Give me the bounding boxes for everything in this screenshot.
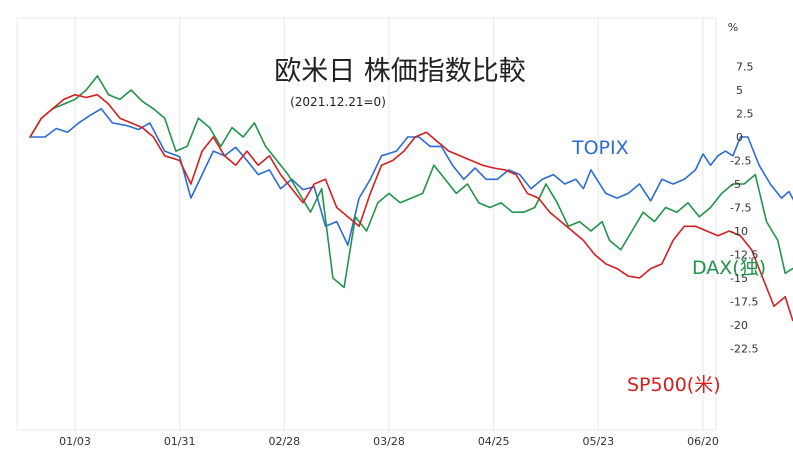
y-tick-label: -15 — [730, 272, 748, 285]
y-tick-label: 2.5 — [736, 108, 754, 121]
x-tick-label: 05/23 — [582, 435, 614, 448]
y-tick-label: -20 — [730, 319, 748, 332]
y-tick-label: -2.5 — [730, 155, 751, 168]
x-tick-label: 03/28 — [373, 435, 405, 448]
y-tick-label: -7.5 — [730, 202, 751, 215]
y-tick-label: 7.5 — [736, 61, 754, 74]
series-line-topix — [29, 108, 793, 246]
x-tick-label: 02/28 — [268, 435, 300, 448]
y-tick-label: -22.5 — [730, 343, 758, 356]
y-axis-unit: % — [728, 21, 738, 34]
chart-series — [29, 75, 793, 322]
y-tick-label: 0 — [736, 131, 743, 144]
series-label-topix: TOPIX — [571, 137, 629, 159]
x-tick-label: 01/31 — [164, 435, 196, 448]
y-tick-label: 5 — [736, 84, 743, 97]
y-tick-label: -12.5 — [730, 249, 758, 262]
chart-subtitle: (2021.12.21=0) — [290, 95, 386, 109]
series-label-sp500: SP500(米) — [627, 374, 721, 396]
series-line-dax — [29, 75, 793, 289]
y-tick-label: -5 — [730, 178, 741, 191]
x-tick-label: 04/25 — [478, 435, 510, 448]
y-tick-label: -10 — [730, 225, 748, 238]
chart-title: 欧米日 株価指数比較 — [274, 56, 526, 87]
series-label-dax: DAX(独) — [692, 257, 766, 279]
y-tick-label: -17.5 — [730, 296, 758, 309]
x-tick-label: 01/03 — [59, 435, 91, 448]
plot-area-frame — [16, 17, 717, 431]
x-tick-label: 06/20 — [687, 435, 719, 448]
x-axis: 01/03 01/31 02/28 03/28 04/25 05/23 06/20 — [59, 435, 719, 448]
series-line-sp500 — [29, 93, 793, 322]
y-axis: 7.5 5 2.5 0 -2.5 -5 -7.5 -10 -12.5 -15 -17.5 -20 -22… — [730, 61, 758, 356]
